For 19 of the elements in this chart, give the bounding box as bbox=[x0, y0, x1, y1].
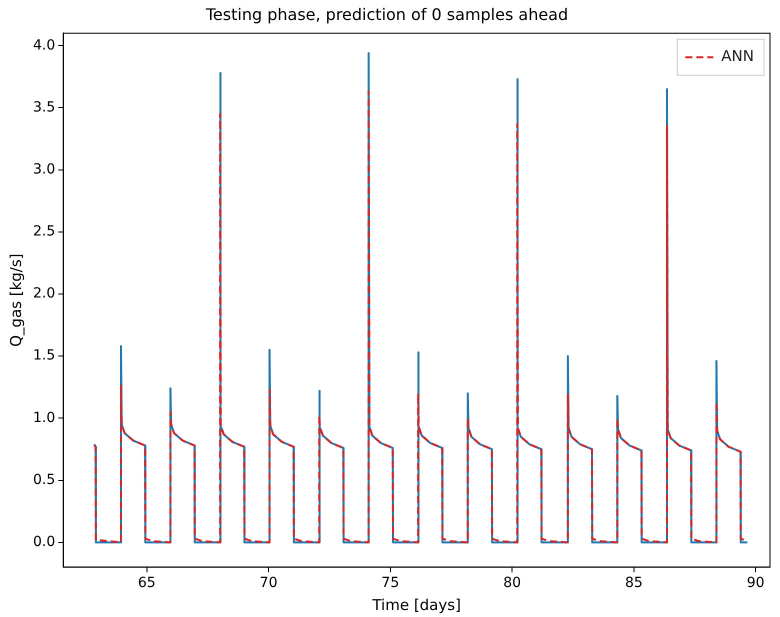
x-tick-label: 65 bbox=[138, 575, 156, 592]
y-tick-label: 3.0 bbox=[33, 161, 56, 178]
y-tick-label: 3.5 bbox=[33, 99, 56, 116]
x-tick-label: 90 bbox=[746, 575, 765, 592]
y-tick-label: 2.5 bbox=[33, 224, 56, 240]
y-tick-label: 0.0 bbox=[33, 534, 56, 550]
legend-label: ANN bbox=[721, 47, 754, 66]
chart-title: Testing phase, prediction of 0 samples ahead bbox=[204, 4, 568, 24]
x-axis-title: Time [days] bbox=[371, 596, 461, 614]
x-tick-label: 75 bbox=[381, 575, 400, 592]
y-axis-title: Q_gas [kg/s] bbox=[6, 254, 25, 347]
x-tick-label: 85 bbox=[624, 575, 643, 592]
x-tick-label: 80 bbox=[503, 575, 522, 592]
y-tick-label: 1.0 bbox=[33, 410, 56, 426]
y-tick-label: 4.0 bbox=[33, 37, 56, 54]
x-tick-label: 70 bbox=[260, 575, 278, 592]
y-tick-label: 2.0 bbox=[33, 286, 56, 302]
y-tick-label: 1.5 bbox=[33, 348, 56, 364]
y-tick-label: 0.5 bbox=[33, 472, 56, 488]
